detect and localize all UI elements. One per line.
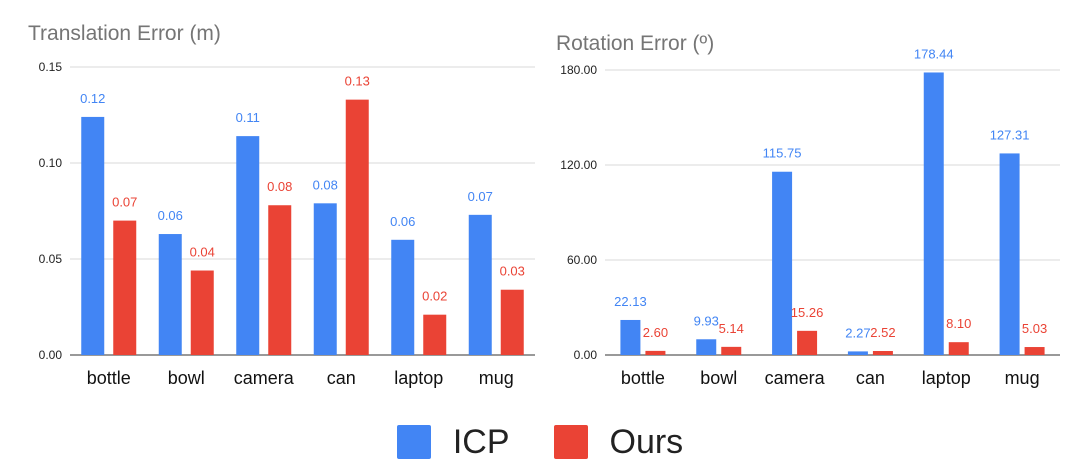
chart1-data-label-ours: 0.04: [190, 245, 215, 260]
chart1-category-label: bottle: [87, 368, 131, 388]
chart2-data-label-ours: 15.26: [791, 305, 824, 320]
chart2-category-label: bowl: [700, 368, 737, 388]
chart2-ytick-label: 180.00: [560, 63, 597, 77]
chart1-data-label-ours: 0.03: [500, 264, 525, 279]
legend: ICP Ours: [0, 420, 1080, 464]
chart2-data-label-ours: 2.52: [870, 325, 895, 340]
chart1-ytick-label: 0.15: [39, 60, 63, 74]
legend-label-icp: ICP: [452, 422, 510, 461]
chart2-data-label-icp: 127.31: [990, 127, 1030, 142]
chart2-data-label-icp: 178.44: [914, 46, 954, 61]
chart2-ytick-label: 60.00: [567, 253, 597, 267]
legend-item-ours: Ours: [553, 422, 684, 462]
chart2-bar-ours: [872, 351, 893, 355]
chart2-bar-ours: [948, 342, 969, 355]
chart2-data-label-ours: 5.14: [719, 321, 744, 336]
chart2-bar-ours: [645, 350, 666, 355]
chart1-title: Translation Error (m): [28, 22, 221, 45]
chart1-bar-icp: [313, 203, 337, 355]
chart1-data-label-ours: 0.02: [422, 289, 447, 304]
chart1-bar-ours: [345, 99, 369, 355]
chart1-bar-icp: [236, 136, 260, 355]
chart1-ytick-label: 0.05: [39, 252, 63, 266]
chart1-bar-icp: [81, 116, 105, 355]
chart2-bar-icp: [620, 319, 641, 355]
chart2-bar-ours: [1024, 347, 1045, 355]
chart1-bar-ours: [500, 289, 524, 355]
chart1-bar-icp: [158, 234, 182, 355]
chart2-category-label: camera: [765, 368, 826, 388]
legend-item-icp: ICP: [396, 422, 510, 462]
chart2-category-label: laptop: [922, 368, 971, 388]
chart1-category-label: laptop: [394, 368, 443, 388]
chart1-data-label-ours: 0.08: [267, 179, 292, 194]
chart2-ytick-label: 120.00: [560, 158, 597, 172]
chart1-category-label: mug: [479, 368, 514, 388]
chart1-category-label: can: [327, 368, 356, 388]
chart1-category-label: camera: [234, 368, 295, 388]
legend-label-ours: Ours: [609, 422, 684, 461]
chart2-category-label: mug: [1005, 368, 1040, 388]
chart2-category-label: bottle: [621, 368, 665, 388]
chart2-data-label-ours: 2.60: [643, 325, 668, 340]
chart1-data-label-ours: 0.07: [112, 195, 137, 210]
chart2-data-label-ours: 5.03: [1022, 321, 1047, 336]
chart2-bar-ours: [721, 346, 742, 355]
chart1-bar-icp: [468, 214, 492, 355]
chart2-bar-icp: [696, 339, 717, 355]
chart1-bar-ours: [113, 220, 137, 355]
chart2-bar-icp: [999, 153, 1020, 355]
chart1-bar-ours: [423, 314, 447, 355]
chart1-ytick-label: 0.10: [39, 156, 63, 170]
chart2-bar-icp: [923, 72, 944, 355]
chart2-data-label-icp: 115.75: [763, 146, 802, 161]
chart1-data-label-icp: 0.08: [313, 177, 338, 192]
chart1-data-label-icp: 0.06: [158, 208, 183, 223]
chart2-bar-icp: [772, 171, 793, 355]
chart2-bar-icp: [847, 351, 868, 355]
legend-swatch-icp: [396, 425, 431, 459]
chart1-bar-icp: [391, 239, 415, 355]
chart2-data-label-icp: 22.13: [614, 294, 647, 309]
chart2-data-label-icp: 2.27: [845, 325, 870, 340]
chart1-data-label-icp: 0.07: [468, 189, 493, 204]
chart2-category-label: can: [856, 368, 885, 388]
chart1-data-label-ours: 0.13: [345, 74, 370, 89]
chart2-ytick-label: 0.00: [574, 348, 598, 362]
chart2-data-label-ours: 8.10: [946, 316, 971, 331]
chart1-data-label-icp: 0.11: [236, 110, 260, 125]
chart1-bar-ours: [268, 205, 292, 355]
chart1-category-label: bowl: [168, 368, 205, 388]
chart2-data-label-icp: 9.93: [694, 313, 719, 328]
chart1-ytick-label: 0.00: [39, 348, 63, 362]
legend-swatch-ours: [553, 425, 588, 459]
chart1-bar-ours: [190, 270, 214, 355]
chart2-title: Rotation Error (º): [556, 32, 714, 55]
chart1-data-label-icp: 0.12: [80, 91, 105, 106]
chart2-bar-ours: [797, 330, 818, 355]
chart1-data-label-icp: 0.06: [390, 214, 415, 229]
